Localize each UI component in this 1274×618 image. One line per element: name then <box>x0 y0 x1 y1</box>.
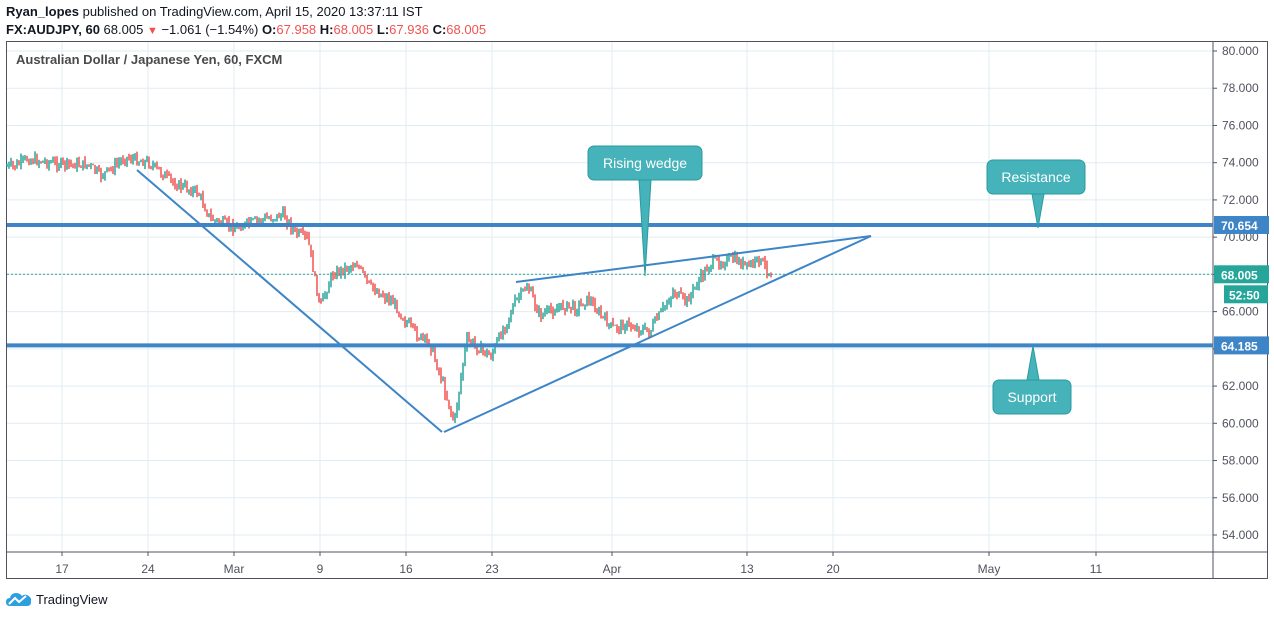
countdown-label-bg <box>1224 285 1268 304</box>
time-tick-label: 13 <box>740 562 754 576</box>
high-value: 68.005 <box>333 22 374 37</box>
price-tick-label: 60.000 <box>1222 416 1259 430</box>
low-value: 67.936 <box>389 22 429 37</box>
resistance-callout-box[interactable] <box>986 159 1086 195</box>
price-change: −1.061 (−1.54%) <box>161 22 259 37</box>
last-price-label: 68.005 <box>1221 268 1258 282</box>
down-triangle-icon: ▼ <box>146 25 158 37</box>
author-name[interactable]: Ryan_lopes <box>6 4 79 19</box>
support-price-label-bg <box>1214 336 1269 355</box>
countdown-label: 52:50 <box>1229 288 1260 302</box>
time-tick-label: Mar <box>224 562 245 576</box>
symbol-label: FX:AUDJPY, 60 <box>6 22 100 37</box>
support-price-label: 64.185 <box>1221 339 1258 353</box>
time-tick-label: 9 <box>317 562 324 576</box>
price-tick-label: 76.000 <box>1222 118 1259 132</box>
high-label: H: <box>319 22 334 37</box>
rising-wedge-callout-text: Rising wedge <box>603 155 687 171</box>
resistance-price-label-bg <box>1214 215 1269 234</box>
resistance-price-label: 70.654 <box>1221 219 1258 233</box>
trend-line-1[interactable] <box>136 169 443 433</box>
resistance-callout-pointer <box>1031 193 1045 229</box>
resistance-callout-text: Resistance <box>1001 169 1070 185</box>
rising-wedge-callout-pointer <box>638 179 652 277</box>
price-tick-label: 62.000 <box>1222 379 1259 393</box>
low-label: L: <box>376 22 390 37</box>
time-tick-label: 23 <box>485 562 499 576</box>
open-label: O: <box>261 22 277 37</box>
rising-wedge-callout-box[interactable] <box>587 145 703 181</box>
support-callout-pointer <box>1026 345 1040 381</box>
time-tick-label: 24 <box>141 562 155 576</box>
price-tick-label: 58.000 <box>1222 454 1259 468</box>
price-tick-label: 74.000 <box>1222 156 1259 170</box>
close-value: 68.005 <box>446 22 487 37</box>
tradingview-logo-text: TradingView <box>36 591 108 607</box>
time-tick-label: 16 <box>399 562 413 576</box>
time-tick-label: 17 <box>55 562 69 576</box>
tradingview-cloud-icon <box>6 593 32 606</box>
time-tick-label: 20 <box>826 562 840 576</box>
price-tick-label: 56.000 <box>1222 491 1259 505</box>
price-tick-label: 66.000 <box>1222 305 1259 319</box>
chart-frame <box>6 41 1268 579</box>
trend-line-2[interactable] <box>443 235 872 433</box>
open-value: 67.958 <box>276 22 317 37</box>
price-tick-label: 54.000 <box>1222 528 1259 542</box>
chart-title: Australian Dollar / Japanese Yen, 60, FX… <box>16 52 283 67</box>
last-price-label-bg <box>1214 265 1269 284</box>
price-tick-label: 72.000 <box>1222 193 1259 207</box>
candlestick-series <box>6 151 772 423</box>
support-callout-text: Support <box>1007 389 1056 405</box>
time-tick-label: May <box>978 562 1001 576</box>
tradingview-logo[interactable]: TradingView <box>6 591 108 607</box>
time-tick-label: 11 <box>1090 562 1103 576</box>
price-tick-label: 80.000 <box>1222 44 1259 58</box>
price-tick-label: 78.000 <box>1222 81 1259 95</box>
published-text: published on TradingView.com, April 15, … <box>78 4 423 19</box>
time-tick-label: Apr <box>603 562 622 576</box>
symbol-ohlc-bar: FX:AUDJPY, 60 68.005 ▼ −1.061 (−1.54%) O… <box>6 22 486 37</box>
last-price: 68.005 <box>103 22 144 37</box>
trend-line-3[interactable] <box>515 235 872 283</box>
publish-info: Ryan_lopes published on TradingView.com,… <box>6 4 423 19</box>
close-label: C: <box>432 22 447 37</box>
support-callout-box[interactable] <box>992 379 1072 415</box>
